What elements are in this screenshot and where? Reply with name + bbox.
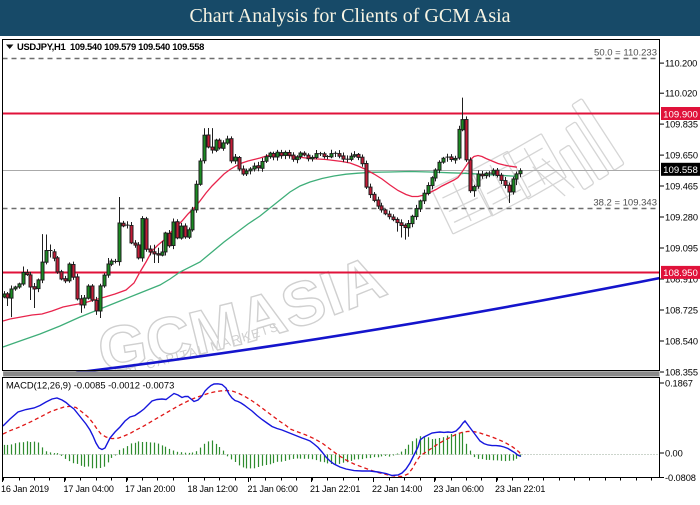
svg-text:22 Jan 14:00: 22 Jan 14:00 [372, 484, 422, 494]
svg-text:110.200: 110.200 [665, 59, 697, 69]
svg-text:17 Jan 20:00: 17 Jan 20:00 [125, 484, 175, 494]
svg-text:109.280: 109.280 [665, 212, 698, 222]
svg-text:0.1867: 0.1867 [665, 378, 693, 388]
svg-text:50.0 = 110.233: 50.0 = 110.233 [594, 48, 657, 59]
svg-text:109.835: 109.835 [665, 120, 698, 130]
svg-text:MACD(12,26,9) -0.0085 -0.0012: MACD(12,26,9) -0.0085 -0.0012 -0.0073 [6, 380, 174, 391]
svg-text:21 Jan 06:00: 21 Jan 06:00 [248, 484, 298, 494]
svg-text:109.900: 109.900 [663, 109, 698, 120]
svg-text:108.950: 108.950 [663, 268, 698, 279]
svg-text:109.650: 109.650 [665, 151, 698, 161]
svg-text:USDJPY,H1 109.540 109.579 109: USDJPY,H1 109.540 109.579 109.540 109.55… [17, 41, 204, 52]
svg-text:16 Jan 2019: 16 Jan 2019 [1, 484, 49, 494]
svg-text:0.00: 0.00 [665, 448, 683, 458]
svg-text:109.465: 109.465 [665, 181, 698, 191]
svg-text:108.910: 108.910 [665, 274, 698, 284]
svg-text:110.020: 110.020 [665, 89, 697, 99]
svg-text:23 Jan 06:00: 23 Jan 06:00 [434, 484, 484, 494]
svg-text:17 Jan 04:00: 17 Jan 04:00 [64, 484, 114, 494]
svg-text:108.540: 108.540 [665, 336, 698, 346]
svg-text:109.558: 109.558 [663, 165, 698, 176]
svg-text:108.355: 108.355 [665, 367, 698, 377]
svg-text:38.2 = 109.343: 38.2 = 109.343 [593, 198, 657, 209]
svg-text:18 Jan 12:00: 18 Jan 12:00 [188, 484, 238, 494]
svg-text:23 Jan 22:01: 23 Jan 22:01 [495, 484, 545, 494]
svg-text:21 Jan 22:01: 21 Jan 22:01 [310, 484, 360, 494]
svg-text:-0.0808: -0.0808 [665, 473, 696, 483]
svg-text:108.725: 108.725 [665, 305, 698, 315]
svg-text:109.095: 109.095 [665, 243, 698, 253]
